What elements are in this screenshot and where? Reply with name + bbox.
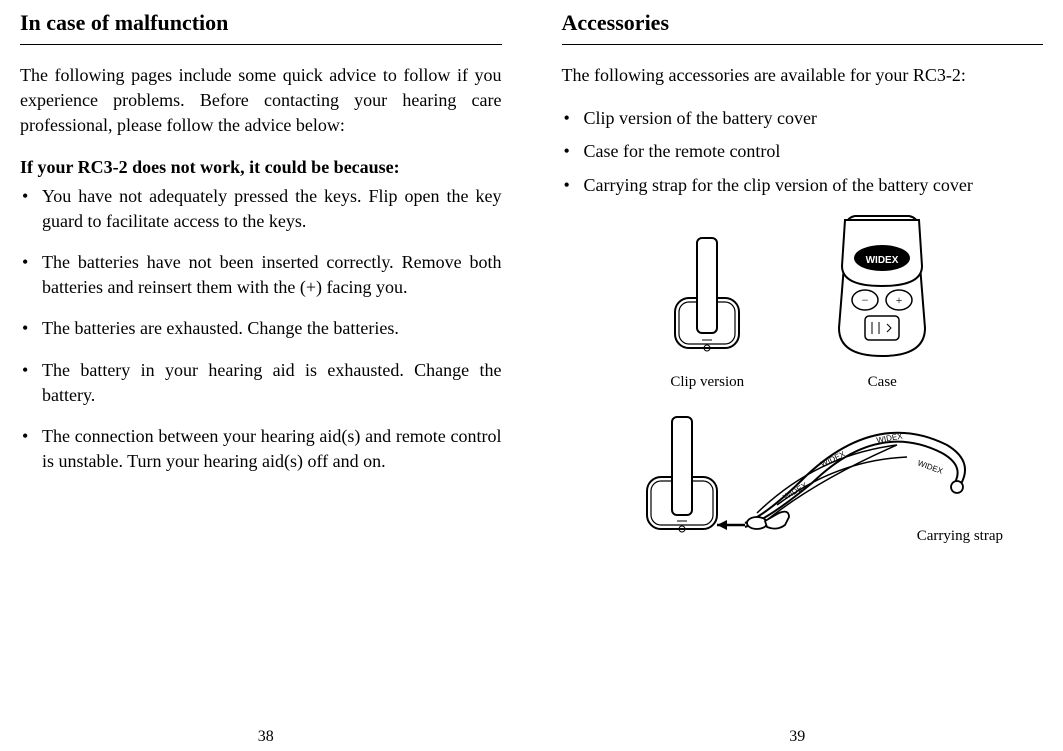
list-item: The batteries have not been inserted cor… bbox=[20, 250, 502, 300]
heading-malfunction: In case of malfunction bbox=[20, 10, 502, 36]
figures: Clip version WIDEX − + bbox=[562, 208, 1044, 555]
figure-row-2: WIDEX WIDEX WIDEX WIDEX Carrying strap bbox=[562, 405, 1044, 555]
svg-text:−: − bbox=[862, 293, 869, 307]
intro-right: The following accessories are available … bbox=[562, 63, 1044, 88]
rule-left bbox=[20, 44, 502, 45]
subhead-left: If your RC3-2 does not work, it could be… bbox=[20, 157, 502, 178]
rule-right bbox=[562, 44, 1044, 45]
list-item: Carrying strap for the clip version of t… bbox=[562, 173, 1044, 198]
page-left: In case of malfunction The following pag… bbox=[0, 0, 532, 751]
clip-icon bbox=[657, 228, 757, 368]
label-strap: Carrying strap bbox=[917, 528, 1003, 545]
list-item: Case for the remote control bbox=[562, 139, 1044, 164]
page-right: Accessories The following accessories ar… bbox=[532, 0, 1063, 751]
figure-clip: Clip version bbox=[657, 228, 757, 391]
page-number-right: 39 bbox=[532, 728, 1063, 746]
svg-text:+: + bbox=[896, 293, 903, 307]
list-item: The batteries are exhausted. Change the … bbox=[20, 316, 502, 341]
case-icon: WIDEX − + bbox=[817, 208, 947, 368]
page-number-left: 38 bbox=[0, 728, 532, 746]
label-clip: Clip version bbox=[670, 374, 744, 391]
intro-left: The following pages include some quick a… bbox=[20, 63, 502, 139]
bullet-list-right: Clip version of the battery cover Case f… bbox=[562, 106, 1044, 198]
heading-accessories: Accessories bbox=[562, 10, 1044, 36]
list-item: The battery in your hearing aid is exhau… bbox=[20, 358, 502, 408]
figure-case: WIDEX − + Case bbox=[817, 208, 947, 391]
label-case: Case bbox=[868, 374, 897, 391]
svg-text:WIDEX: WIDEX bbox=[917, 458, 945, 476]
figure-row-1: Clip version WIDEX − + bbox=[562, 208, 1044, 391]
list-item: Clip version of the battery cover bbox=[562, 106, 1044, 131]
svg-text:WIDEX: WIDEX bbox=[866, 255, 899, 266]
list-item: The connection between your hearing aid(… bbox=[20, 424, 502, 474]
list-item: You have not adequately pressed the keys… bbox=[20, 184, 502, 234]
bullet-list-left: You have not adequately pressed the keys… bbox=[20, 184, 502, 475]
